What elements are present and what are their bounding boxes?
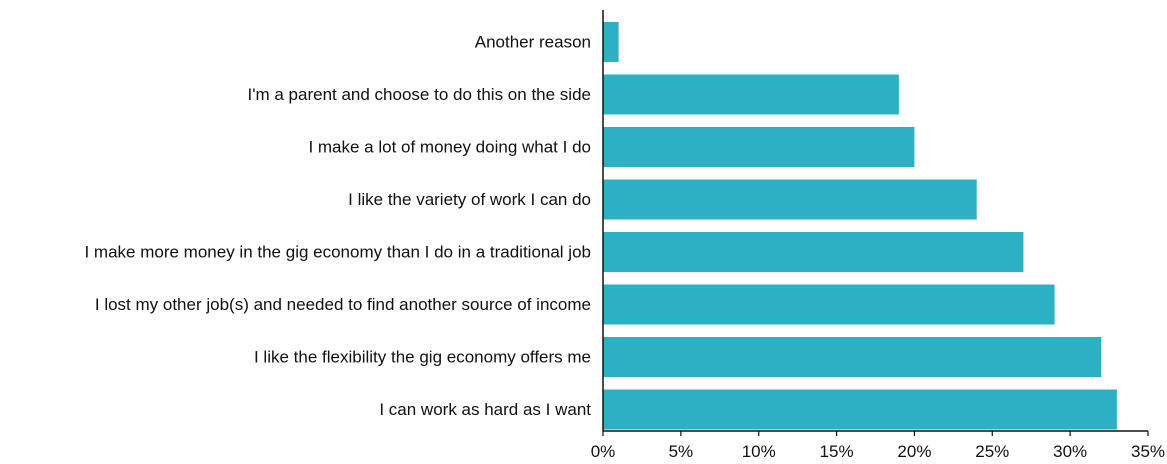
category-label-5: I lost my other job(s) and needed to fin…	[95, 295, 591, 314]
x-tick-label-1: 5%	[669, 442, 694, 461]
category-label-2: I make a lot of money doing what I do	[308, 138, 591, 157]
x-tick-label-4: 20%	[897, 442, 931, 461]
bar-7	[603, 389, 1117, 430]
x-tick-label-5: 25%	[975, 442, 1009, 461]
x-tick-label-2: 10%	[742, 442, 776, 461]
x-tick-label-6: 30%	[1053, 442, 1087, 461]
category-label-7: I can work as hard as I want	[379, 400, 591, 419]
bar-1	[603, 74, 899, 115]
category-label-1: I'm a parent and choose to do this on th…	[248, 85, 591, 104]
category-labels: Another reason I'm a parent and choose to…	[84, 33, 591, 420]
x-tick-label-7: 35%	[1131, 442, 1165, 461]
category-label-6: I like the flexibility the gig economy o…	[254, 348, 591, 367]
category-label-3: I like the variety of work I can do	[348, 190, 591, 209]
bars-group	[603, 22, 1117, 430]
bar-6	[603, 337, 1102, 377]
bar-5	[603, 284, 1055, 325]
bar-0	[603, 22, 619, 62]
x-axis: 0% 5% 10% 15% 20% 25% 30% 35%	[591, 10, 1165, 461]
category-label-0: Another reason	[475, 33, 591, 52]
x-tick-label-0: 0%	[591, 442, 616, 461]
bar-4	[603, 232, 1024, 272]
bar-3	[603, 179, 977, 220]
bar-2	[603, 127, 915, 167]
category-label-4: I make more money in the gig economy tha…	[84, 243, 591, 262]
x-tick-label-3: 15%	[820, 442, 854, 461]
